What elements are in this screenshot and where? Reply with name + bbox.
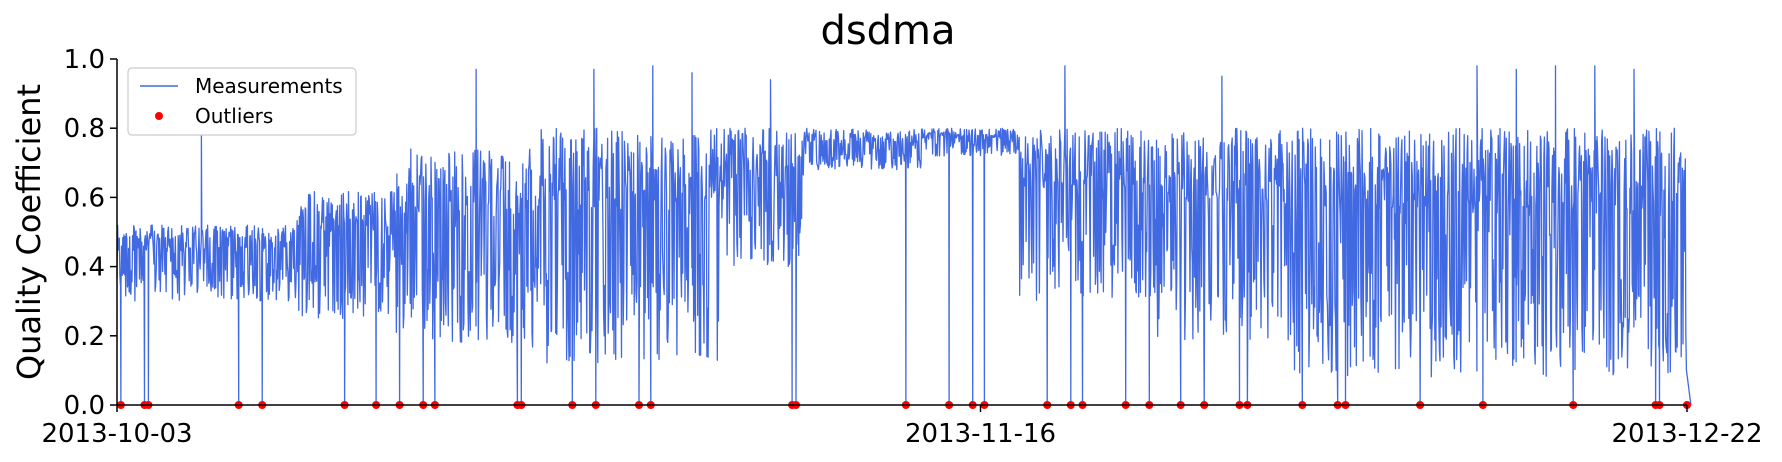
x-tick-label: 2013-10-03 bbox=[41, 419, 192, 449]
x-tick-label: 2013-12-22 bbox=[1611, 419, 1762, 449]
y-tick-label: 0.6 bbox=[64, 183, 105, 213]
axes: 0.0 0.2 0.4 0.6 0.8 1.0 2013-10-03 2013-11-16 20… bbox=[41, 45, 1762, 449]
legend-box bbox=[127, 67, 357, 136]
legend: Measurements Outliers bbox=[127, 67, 357, 136]
legend-label-measurements: Measurements bbox=[195, 74, 343, 98]
y-tick-label: 0.2 bbox=[64, 322, 105, 352]
y-tick-label: 0.0 bbox=[64, 391, 105, 421]
y-tick-label: 1.0 bbox=[64, 45, 105, 75]
legend-label-outliers: Outliers bbox=[195, 104, 273, 128]
x-tick-label: 2013-11-16 bbox=[905, 419, 1056, 449]
y-tick-label: 0.8 bbox=[64, 114, 105, 144]
measurements-line bbox=[116, 65, 1692, 406]
y-tick-label: 0.4 bbox=[64, 253, 105, 283]
chart-title: dsdma bbox=[820, 8, 955, 54]
y-axis-label: Quality Coefficient bbox=[10, 84, 48, 380]
legend-dot-swatch bbox=[155, 112, 163, 120]
